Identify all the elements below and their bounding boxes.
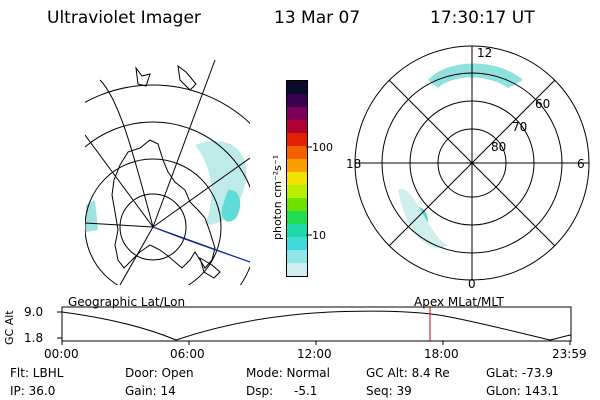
color-bar-segment (287, 120, 307, 133)
altitude-xtick-1200: 12:00 (297, 347, 332, 361)
mlt-meridians (355, 46, 589, 280)
color-bar-segment (287, 185, 307, 198)
info-gc-alt: GC Alt: 8.4 Re (366, 366, 450, 380)
aurora-emission-polar (398, 63, 523, 248)
mlat-label-70: 70 (512, 120, 528, 134)
altitude-curve (61, 310, 572, 341)
color-bar-segment (287, 211, 307, 224)
info-dsp-label: Dsp: (246, 384, 274, 398)
altitude-xtick-0000: 00:00 (44, 347, 79, 361)
info-ip: IP: 36.0 (10, 384, 56, 398)
mlt-label-12: 12 (477, 46, 493, 60)
latitude-circles (85, 84, 250, 285)
info-flt: Flt: LBHL (10, 366, 64, 380)
altitude-ytick-low: 1.8 (24, 331, 44, 345)
color-bar-segment (287, 133, 307, 146)
mlat-label-60: 60 (535, 97, 551, 111)
color-bar-segment (287, 224, 307, 237)
info-glat: GLat: -73.9 (486, 366, 553, 380)
info-mode: Mode: Normal (246, 366, 330, 380)
altitude-xtick-0600: 06:00 (170, 347, 205, 361)
info-glon: GLon: 143.1 (486, 384, 559, 398)
color-bar-segment (287, 250, 307, 263)
altitude-xtick-2359: 23:59 (552, 347, 587, 361)
color-bar-segment (287, 146, 307, 159)
color-bar-segment (287, 81, 307, 94)
color-bar-tick-100: 100 (312, 141, 333, 154)
color-bar-segment (287, 263, 307, 276)
coastline (111, 139, 216, 269)
mlt-label-18: 18 (346, 157, 362, 171)
altitude-ylabel: GC Alt (3, 310, 16, 345)
color-bar-tick-10: 10 (312, 229, 326, 242)
mlt-label-6: 6 (577, 157, 585, 171)
color-bar-segment (287, 237, 307, 250)
time-label: 17:30:17 UT (430, 8, 535, 28)
color-bar-segment (287, 107, 307, 120)
orbit-track (152, 226, 250, 263)
altitude-plot (57, 306, 572, 345)
color-bar-unit: photon cm⁻²s⁻¹ (271, 154, 284, 240)
info-dsp-value: -5.1 (294, 384, 318, 398)
altitude-xtick-1800: 18:00 (424, 347, 459, 361)
color-bar-segment (287, 198, 307, 211)
color-bar-segment (287, 159, 307, 172)
color-bar-segment (287, 172, 307, 185)
polar-map-label: Apex MLat/MLT (414, 295, 504, 309)
altitude-ytick-high: 9.0 (24, 305, 44, 319)
geographic-map (85, 59, 250, 285)
mlat-label-80: 80 (491, 140, 507, 154)
color-bar-segment (287, 94, 307, 107)
aurora-emission-geo (86, 140, 247, 232)
date-label: 13 Mar 07 (274, 8, 361, 28)
app-title: Ultraviolet Imager (47, 8, 201, 28)
mlt-label-0: 0 (468, 277, 476, 291)
geo-map-label: Geographic Lat/Lon (68, 295, 186, 309)
info-door: Door: Open (125, 366, 194, 380)
polar-map (354, 45, 590, 281)
color-bar-ticks (306, 146, 312, 236)
info-gain: Gain: 14 (125, 384, 176, 398)
info-seq: Seq: 39 (366, 384, 412, 398)
color-bar (286, 80, 308, 277)
